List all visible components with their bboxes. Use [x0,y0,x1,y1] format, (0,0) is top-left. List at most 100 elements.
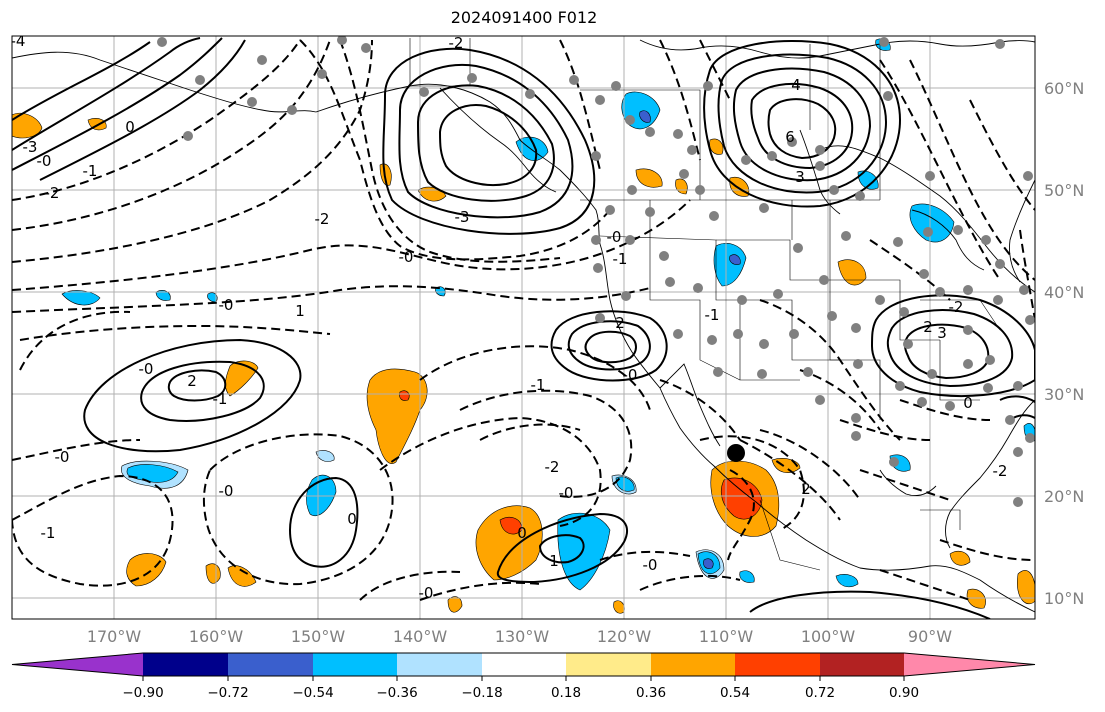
storm-marker [727,444,745,462]
contour-label: -0 [559,484,574,502]
shade-blue [857,170,879,190]
shade-orange [205,563,221,584]
shade-darkblue [639,110,651,123]
contour-label: 1 [549,552,559,570]
contour-label: 0 [347,510,357,528]
dashed-contours [12,39,1035,601]
contour-label: -2 [545,458,560,476]
shade-orange [1016,570,1035,605]
contour-label: 4 [791,76,801,94]
contour-label: -3 [455,208,470,226]
colorbar-seg-1 [143,653,228,676]
colorbar-tick-label: −0.36 [376,685,417,701]
contour-label: -3 [23,138,38,156]
lon-label-150w: 150°W [291,627,346,646]
longitude-labels: 170°W 160°W 150°W 140°W 130°W 120°W 110°… [87,627,952,646]
contour-label: -1 [531,376,546,394]
contour-label: -2 [993,462,1008,480]
contour-labels: -4 -2 -0 0 -1 -2 -3 4 6 3 -3 -0 -1 -0 -2… [11,32,1008,602]
contour-label: -0 [643,556,658,574]
contour-label: -2 [449,34,464,52]
colorbar-tick-label: 0.18 [551,685,581,701]
shade-orange [949,550,971,566]
lat-label-30n: 30°N [1044,385,1084,404]
contour-label: 2 [187,372,197,390]
lat-label-40n: 40°N [1044,283,1084,302]
contour-label: -0 [607,228,622,246]
shade-orange [126,553,167,587]
contour-label: 0 [963,394,973,412]
lon-label-160w: 160°W [189,627,244,646]
colorbar-seg-4 [397,653,482,676]
contour-label: 6 [785,128,795,146]
contour-label: -0 [219,296,234,314]
colorbar: −0.90 −0.72 −0.54 −0.36 −0.18 0.18 0.36 … [11,652,1036,701]
shade-orange [227,565,257,587]
contour-label: -0 [37,152,52,170]
contour-label: -0 [419,584,434,602]
shaded-regions [12,38,1035,614]
lon-label-120w: 120°W [597,627,652,646]
colorbar-tick-label: −0.72 [207,685,248,701]
shade-darkblue [703,558,714,569]
contour-label: -1 [41,524,56,542]
lon-label-100w: 100°W [801,627,856,646]
contour-label: 3 [795,168,805,186]
shade-orange [447,596,463,613]
contour-label: 0 [125,118,135,136]
colorbar-seg-7 [651,653,735,676]
contour-label: -0 [623,366,638,384]
shade-blue [835,574,859,588]
shade-orange [635,168,663,188]
colorbar-seg-5 [482,653,566,676]
latitude-labels: 60°N 50°N 40°N 30°N 20°N 10°N [1044,79,1084,608]
contour-label: 2 [615,314,625,332]
colorbar-seg-6 [566,653,651,676]
shade-lightblue [315,450,335,462]
shade-blue [713,243,747,287]
plot-frame [11,35,1036,620]
shade-orange [837,259,867,286]
colorbar-tick-label: 0.90 [889,685,919,701]
colorbar-tick-label: −0.90 [122,685,163,701]
shade-blue [155,290,171,301]
contour-label: 2 [801,480,811,498]
contour-label: 2 [923,318,933,336]
colorbar-seg-2 [228,653,313,676]
contour-label: -0 [139,360,154,378]
shade-blue [515,136,549,161]
lat-label-20n: 20°N [1044,487,1084,506]
contour-label: 0 [517,524,527,542]
colorbar-tick-label: 0.36 [636,685,666,701]
shade-red [399,390,410,401]
contour-label: -0 [55,448,70,466]
colorbar-tick-label: −0.18 [461,685,502,701]
lat-label-50n: 50°N [1044,181,1084,200]
contour-label: 3 [937,324,947,342]
colorbar-ticks [142,676,905,681]
contour-label: -2 [315,210,330,228]
shade-darkblue [729,254,741,265]
solid-contours [12,37,1035,619]
shade-blue [61,290,101,306]
contour-label: -0 [399,248,414,266]
lon-label-110w: 110°W [699,627,754,646]
colorbar-tick-label: −0.54 [292,685,333,701]
colorbar-tick-label: 0.54 [720,685,750,701]
contour-label: -2 [45,184,60,202]
lat-label-60n: 60°N [1044,79,1084,98]
colorbar-seg-0 [12,653,143,676]
colorbar-seg-10 [904,653,1035,676]
contour-label: -0 [219,482,234,500]
shade-orange [475,505,543,581]
contour-label: 1 [295,302,305,320]
shade-blue [435,286,446,297]
lon-label-130w: 130°W [495,627,550,646]
contour-label: -1 [213,390,228,408]
contour-label: -1 [613,250,628,268]
lon-label-140w: 140°W [393,627,448,646]
contour-label: -4 [11,32,26,50]
lon-label-90w: 90°W [908,627,952,646]
map-title: 2024091400 F012 [450,8,598,27]
